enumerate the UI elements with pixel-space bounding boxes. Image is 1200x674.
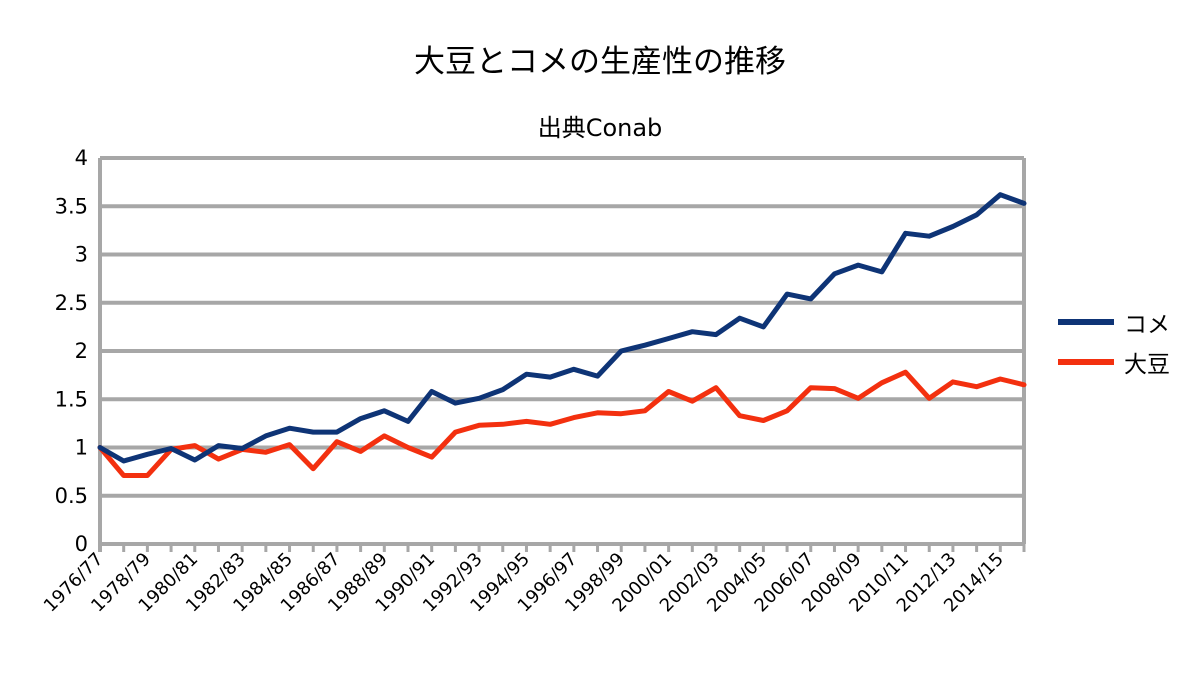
y-tick-label: 3.5 (55, 194, 88, 218)
y-tick-labels: 0 0.5 1 1.5 2 2.5 3 3.5 4 (55, 146, 88, 556)
chart-subtitle: 出典Conab (537, 114, 663, 142)
y-tick-label: 4 (75, 146, 88, 170)
y-tick-label: 1.5 (55, 387, 88, 411)
series-line-rice (97, 192, 1027, 464)
y-tick-label: 3 (75, 243, 88, 267)
legend: コメ 大豆 (1058, 305, 1170, 385)
y-tick-label: 0 (75, 532, 88, 556)
series-lines (97, 192, 1027, 478)
y-tick-label: 2.5 (55, 291, 88, 315)
grid-lines (100, 156, 1024, 546)
legend-label-soybean: 大豆 (1124, 352, 1170, 378)
chart-title: 大豆とコメの生産性の推移 (414, 44, 786, 80)
legend-swatch-rice (1058, 319, 1114, 325)
legend-swatch-soybean (1058, 359, 1114, 365)
axes (98, 158, 1026, 552)
legend-item-rice: コメ (1058, 305, 1170, 339)
series-line-soybean (97, 369, 1027, 478)
y-tick-label: 0.5 (55, 484, 88, 508)
x-tick-labels: 1976/771978/791980/811982/831984/851986/… (40, 549, 1008, 617)
legend-label-rice: コメ (1124, 312, 1170, 338)
legend-item-soybean: 大豆 (1058, 345, 1170, 379)
y-tick-label: 2 (75, 339, 88, 363)
y-tick-label: 1 (75, 436, 88, 460)
